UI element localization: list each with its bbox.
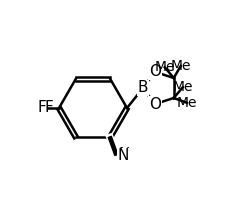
Text: F: F — [37, 100, 46, 116]
Text: Me: Me — [172, 80, 193, 94]
Text: Me: Me — [154, 60, 175, 74]
Text: N: N — [117, 148, 128, 163]
Text: O: O — [149, 64, 161, 79]
Text: N: N — [118, 147, 130, 162]
Text: B: B — [138, 80, 148, 95]
Text: Me: Me — [170, 59, 191, 73]
Text: O: O — [149, 97, 161, 112]
Text: F: F — [44, 100, 53, 116]
Text: Me: Me — [177, 96, 197, 110]
